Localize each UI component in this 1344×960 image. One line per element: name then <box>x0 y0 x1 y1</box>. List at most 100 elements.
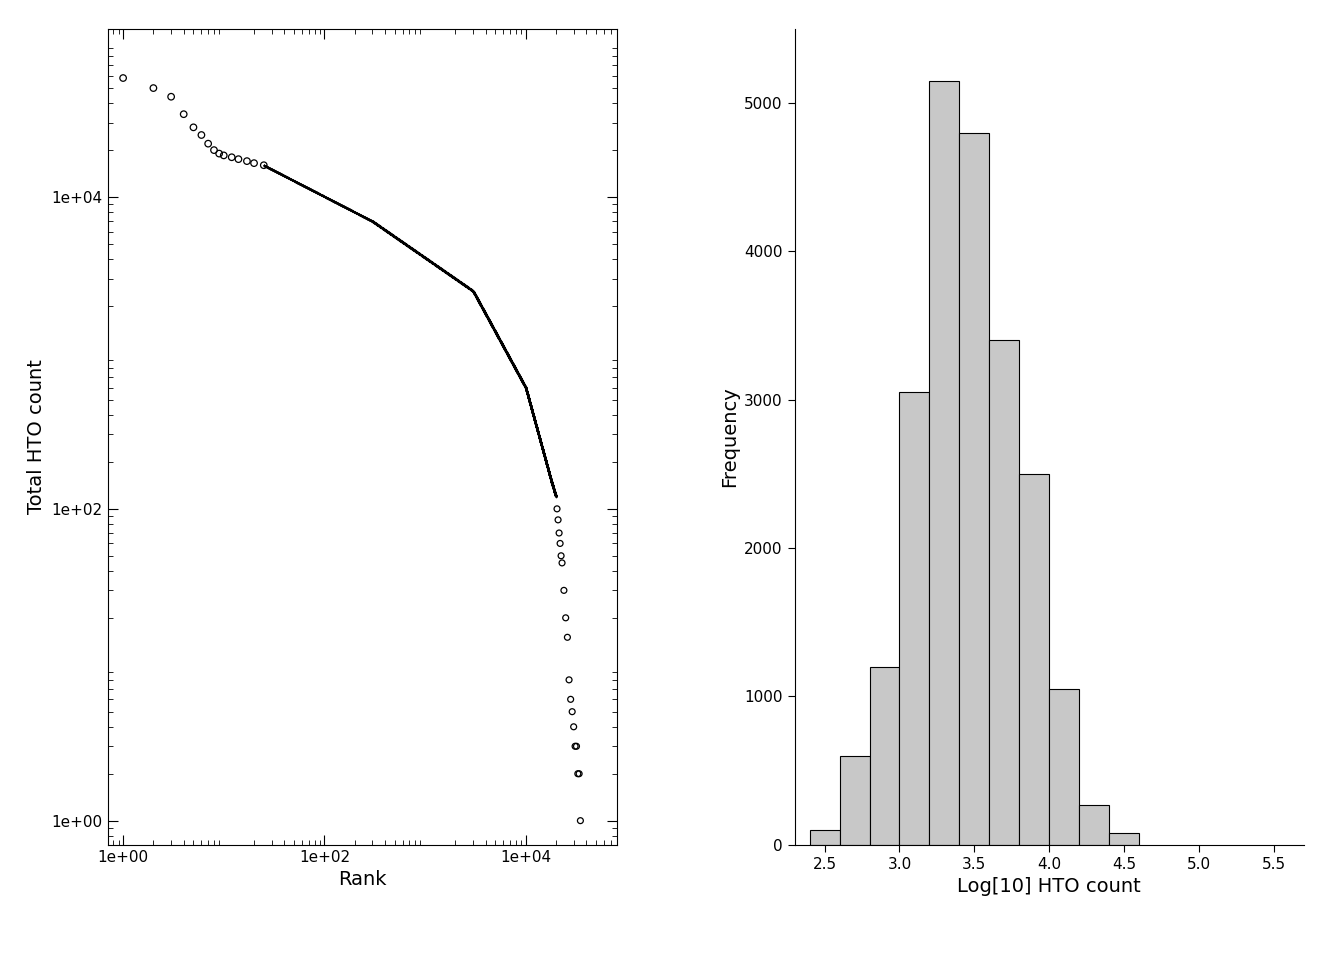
Point <box>394 236 415 252</box>
Point <box>530 433 551 448</box>
Point <box>465 288 487 303</box>
Point <box>469 295 491 310</box>
Point <box>478 313 500 328</box>
Point <box>523 411 544 426</box>
Point <box>276 169 297 184</box>
Point <box>405 243 426 258</box>
Point <box>413 249 434 264</box>
Point <box>532 443 554 458</box>
Point <box>540 473 562 489</box>
Point <box>505 363 527 378</box>
Point <box>538 462 559 477</box>
Point <box>536 456 558 471</box>
Point <box>488 329 509 345</box>
Point <box>539 468 560 484</box>
Point <box>410 247 431 262</box>
Point <box>544 488 566 503</box>
Point <box>304 183 325 199</box>
Point <box>516 382 538 397</box>
Point <box>477 310 499 325</box>
Point <box>414 250 435 265</box>
Point <box>512 373 534 389</box>
Point <box>396 238 418 253</box>
Point <box>530 434 551 449</box>
Point <box>531 440 552 455</box>
Point <box>372 221 394 236</box>
Point <box>401 240 422 255</box>
Point <box>516 386 538 401</box>
Point <box>484 324 505 339</box>
Point <box>398 238 419 253</box>
Point <box>520 400 542 416</box>
Point <box>523 407 544 422</box>
Point <box>476 309 497 324</box>
Point <box>391 233 413 249</box>
Point <box>292 178 313 193</box>
Point <box>515 380 536 396</box>
Point <box>355 210 376 226</box>
Point <box>262 162 284 178</box>
Point <box>465 288 487 303</box>
Point <box>531 440 552 455</box>
Point <box>528 431 550 446</box>
Point <box>482 320 504 335</box>
Point <box>530 431 551 446</box>
Point <box>403 243 425 258</box>
Point <box>499 351 520 367</box>
Point <box>370 220 391 235</box>
Point <box>477 310 499 325</box>
Point <box>375 223 396 238</box>
Point <box>521 402 543 418</box>
Point <box>257 159 278 175</box>
Point <box>454 277 476 293</box>
Point <box>370 219 391 234</box>
Point <box>515 379 536 395</box>
Point <box>450 275 472 290</box>
Point <box>492 337 513 352</box>
Point <box>544 486 566 501</box>
Point <box>542 478 563 493</box>
Point <box>526 418 547 433</box>
Point <box>482 320 504 335</box>
Point <box>503 356 524 372</box>
Point <box>521 402 543 418</box>
Point <box>480 316 501 331</box>
Point <box>386 230 407 246</box>
Point <box>294 179 316 194</box>
Point <box>499 349 520 365</box>
Point <box>402 241 423 256</box>
Point <box>374 222 395 237</box>
Point <box>524 415 546 430</box>
Point <box>434 264 456 279</box>
Point <box>396 238 418 253</box>
Point <box>542 479 563 494</box>
Point <box>425 257 446 273</box>
Point <box>413 250 434 265</box>
Point <box>501 355 523 371</box>
Point <box>536 460 558 475</box>
Point <box>536 460 558 475</box>
Point <box>530 434 551 449</box>
Point <box>360 212 382 228</box>
Point <box>474 306 496 322</box>
Point <box>527 422 548 438</box>
Point <box>484 324 505 339</box>
Point <box>540 474 562 490</box>
Point <box>345 205 367 221</box>
Point <box>450 275 472 290</box>
Point <box>511 372 532 388</box>
Point <box>534 450 555 466</box>
Point <box>409 247 430 262</box>
Point <box>461 282 482 298</box>
Point <box>290 177 312 192</box>
Point <box>305 184 327 200</box>
Point <box>472 300 493 315</box>
Point <box>448 273 469 288</box>
Point <box>519 396 540 411</box>
Point <box>441 268 462 283</box>
Point <box>392 234 414 250</box>
Point <box>550 536 571 551</box>
Point <box>492 337 513 352</box>
Point <box>517 391 539 406</box>
Point <box>528 426 550 442</box>
